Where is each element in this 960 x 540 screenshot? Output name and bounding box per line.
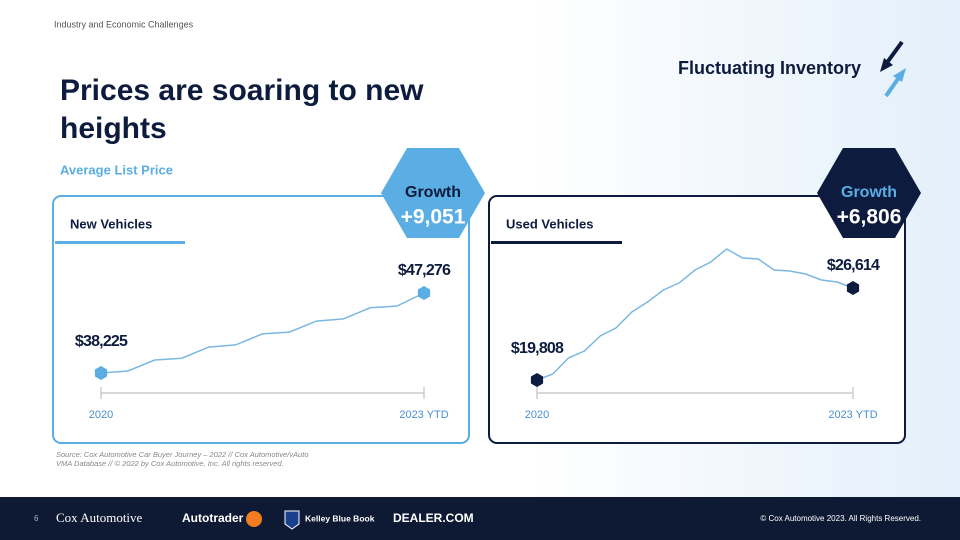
subtitle: Average List Price	[60, 162, 173, 177]
value-label: $19,808	[511, 340, 564, 357]
x-label: 2023 YTD	[399, 409, 448, 421]
section-label: Industry and Economic Challenges	[54, 19, 194, 29]
x-label: 2020	[89, 409, 113, 421]
point-marker	[530, 373, 544, 387]
growth-badge	[381, 148, 485, 238]
tab-underline	[55, 241, 185, 244]
logo-icon	[246, 511, 262, 527]
source: Source: Cox Automotive Car Buyer Journey…	[56, 450, 308, 459]
copyright: © Cox Automotive 2023. All Rights Reserv…	[760, 514, 921, 523]
growth-value: +9,051	[401, 206, 466, 229]
chart-frame	[52, 195, 470, 444]
chart-frame	[488, 195, 906, 444]
logo-icon	[284, 510, 300, 530]
point-marker	[846, 281, 860, 295]
source: VMA Database // © 2022 by Cox Automotive…	[56, 459, 284, 468]
logo: Kelley Blue Book	[305, 513, 375, 523]
growth-value: +6,806	[837, 206, 902, 229]
tab-underline	[491, 241, 622, 244]
chart-title: New Vehicles	[70, 216, 152, 231]
badge: Fluctuating Inventory	[678, 58, 861, 78]
logo: Cox Automotive	[56, 510, 143, 525]
growth-label: Growth	[841, 184, 897, 201]
logo: Autotrader	[182, 511, 244, 525]
logo: DEALER.COM	[393, 511, 474, 525]
chart-title: Used Vehicles	[506, 216, 593, 231]
x-label: 2023 YTD	[828, 409, 877, 421]
x-label: 2020	[525, 409, 549, 421]
value-label: $26,614	[827, 257, 880, 274]
page-number: 6	[34, 514, 39, 523]
point-marker	[94, 366, 108, 380]
growth-badge	[817, 148, 921, 238]
price-line	[536, 248, 854, 381]
growth-label: Growth	[405, 184, 461, 201]
inventory-arrows	[880, 40, 906, 98]
title: Prices are soaring to new	[60, 74, 424, 107]
title: heights	[60, 112, 167, 145]
footer-bar	[0, 497, 960, 540]
point-marker	[417, 286, 431, 300]
value-label: $38,225	[75, 333, 128, 350]
value-label: $47,276	[398, 262, 451, 279]
price-line	[100, 292, 425, 374]
